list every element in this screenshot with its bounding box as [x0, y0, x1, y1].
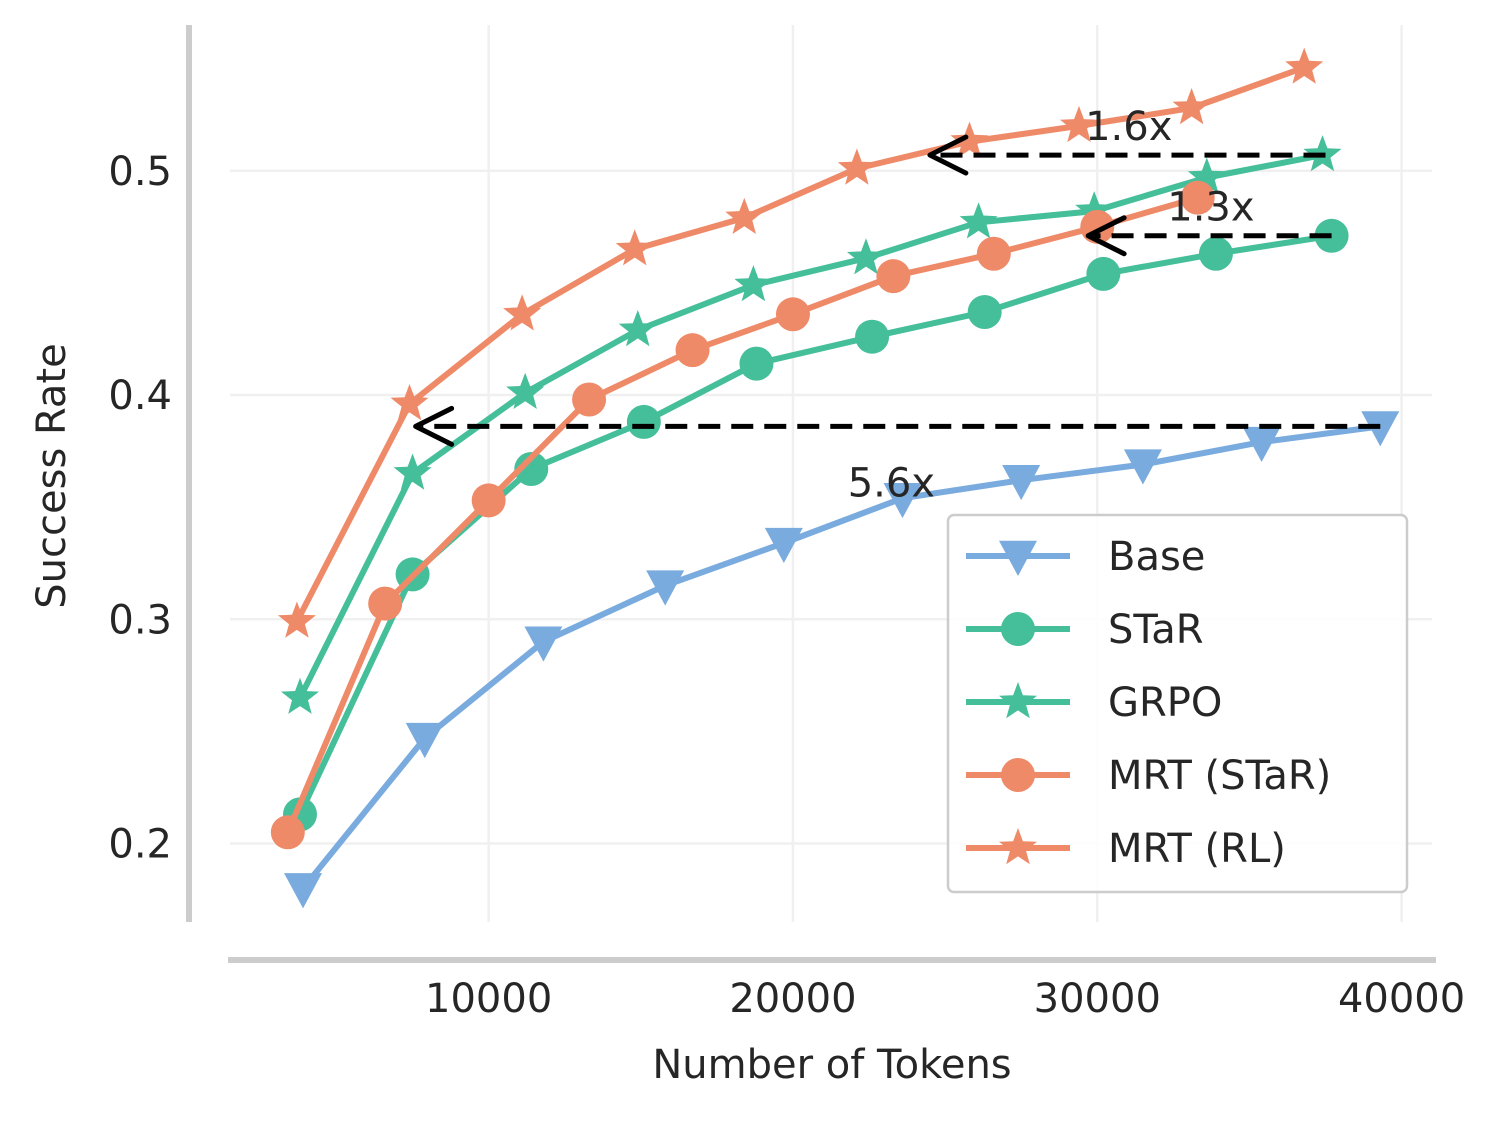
data-point: [1187, 157, 1226, 194]
data-point: [1242, 426, 1281, 463]
data-point: [837, 148, 876, 185]
series-line: [294, 64, 1306, 623]
series-mrt-rl-: [277, 47, 1324, 638]
data-point: [959, 202, 998, 239]
data-point: [1172, 88, 1211, 125]
x-axis-label: Number of Tokens: [652, 1042, 1011, 1088]
data-point: [390, 384, 429, 421]
data-point: [1198, 236, 1233, 271]
data-point: [615, 229, 654, 266]
series-mrt-star-: [270, 180, 1215, 850]
data-point: [675, 333, 710, 368]
data-point: [883, 482, 922, 519]
data-point: [281, 677, 319, 714]
series-line: [285, 194, 1199, 834]
legend-label: STaR: [1108, 607, 1204, 653]
y-tick-label: 0.4: [108, 373, 172, 419]
arrow-head: [1085, 215, 1127, 257]
legend-label: MRT (RL): [1108, 826, 1286, 872]
series-line: [300, 423, 1381, 891]
data-point: [976, 236, 1011, 271]
data-point: [1285, 47, 1324, 84]
data-point: [405, 722, 444, 759]
annotation-layer: 1.6x 1.3x 5.6x: [848, 104, 1255, 507]
data-point: [876, 259, 911, 294]
speedup-annotation: 1.6x: [1085, 104, 1172, 150]
data-point: [626, 404, 661, 439]
data-point: [471, 483, 506, 518]
legend-label: Base: [1108, 534, 1205, 580]
data-point: [368, 586, 403, 621]
data-point: [572, 382, 607, 417]
speedup-annotation: 5.6x: [848, 460, 935, 506]
arrow-layer: [413, 134, 1381, 447]
legend-entry: MRT (STaR): [966, 753, 1331, 799]
data-point: [284, 873, 323, 909]
speedup-arrow: [927, 134, 1326, 176]
arrow-head: [927, 134, 969, 176]
y-axis-label: Success Rate: [29, 343, 75, 608]
legend-marker: [999, 540, 1037, 576]
series-base: [284, 411, 1400, 909]
x-tick-label: 30000: [1034, 976, 1161, 1022]
speedup-annotation: 1.3x: [1167, 185, 1254, 231]
x-tick-labels: 10000 20000 30000 40000: [425, 976, 1465, 1022]
data-point: [393, 453, 432, 490]
data-point: [725, 197, 764, 234]
legend-entry: MRT (RL): [966, 826, 1286, 872]
speedup-arrow: [1085, 215, 1332, 257]
legend-box: [946, 513, 1409, 894]
series-layer: [270, 47, 1400, 909]
x-tick-label: 10000: [425, 976, 552, 1022]
data-point: [967, 295, 1002, 330]
legend-entry: STaR: [966, 607, 1204, 653]
legend-marker: [1001, 612, 1035, 646]
x-tick-label: 40000: [1338, 976, 1465, 1022]
x-tick-label: 20000: [729, 976, 856, 1022]
arrow-head: [413, 405, 455, 447]
legend-marker: [999, 828, 1037, 865]
data-point: [734, 265, 773, 302]
data-point: [1123, 449, 1162, 485]
data-point: [1180, 180, 1215, 215]
data-point: [646, 570, 685, 606]
data-point: [514, 452, 549, 487]
data-point: [506, 372, 545, 409]
y-tick-labels: 0.2 0.3 0.4 0.5: [108, 149, 172, 868]
data-point: [739, 346, 774, 381]
data-point: [1002, 465, 1041, 501]
data-point: [1086, 256, 1121, 291]
y-tick-label: 0.5: [108, 149, 172, 195]
legend: Base STaR GRPO MRT (STaR) MRT (RL): [946, 513, 1409, 894]
data-point: [847, 238, 885, 275]
data-point: [855, 319, 890, 354]
data-point: [764, 527, 803, 563]
speedup-arrow: [413, 405, 1381, 447]
data-point: [524, 626, 563, 662]
data-point: [950, 121, 989, 158]
legend-entry: GRPO: [966, 680, 1222, 726]
legend-entry: Base: [966, 534, 1205, 580]
data-point: [503, 294, 542, 331]
legend-marker: [999, 682, 1037, 719]
data-point: [775, 297, 810, 332]
data-point: [618, 310, 657, 347]
legend-label: MRT (STaR): [1108, 753, 1331, 799]
y-tick-label: 0.3: [108, 597, 172, 643]
data-point: [270, 815, 305, 850]
legend-label: GRPO: [1108, 680, 1222, 726]
data-point: [1060, 105, 1098, 143]
series-line: [297, 232, 1333, 816]
legend-marker: [1001, 758, 1035, 792]
y-tick-label: 0.2: [108, 822, 172, 868]
data-point: [277, 601, 316, 638]
data-point: [1075, 191, 1114, 228]
series-line: [297, 152, 1324, 700]
